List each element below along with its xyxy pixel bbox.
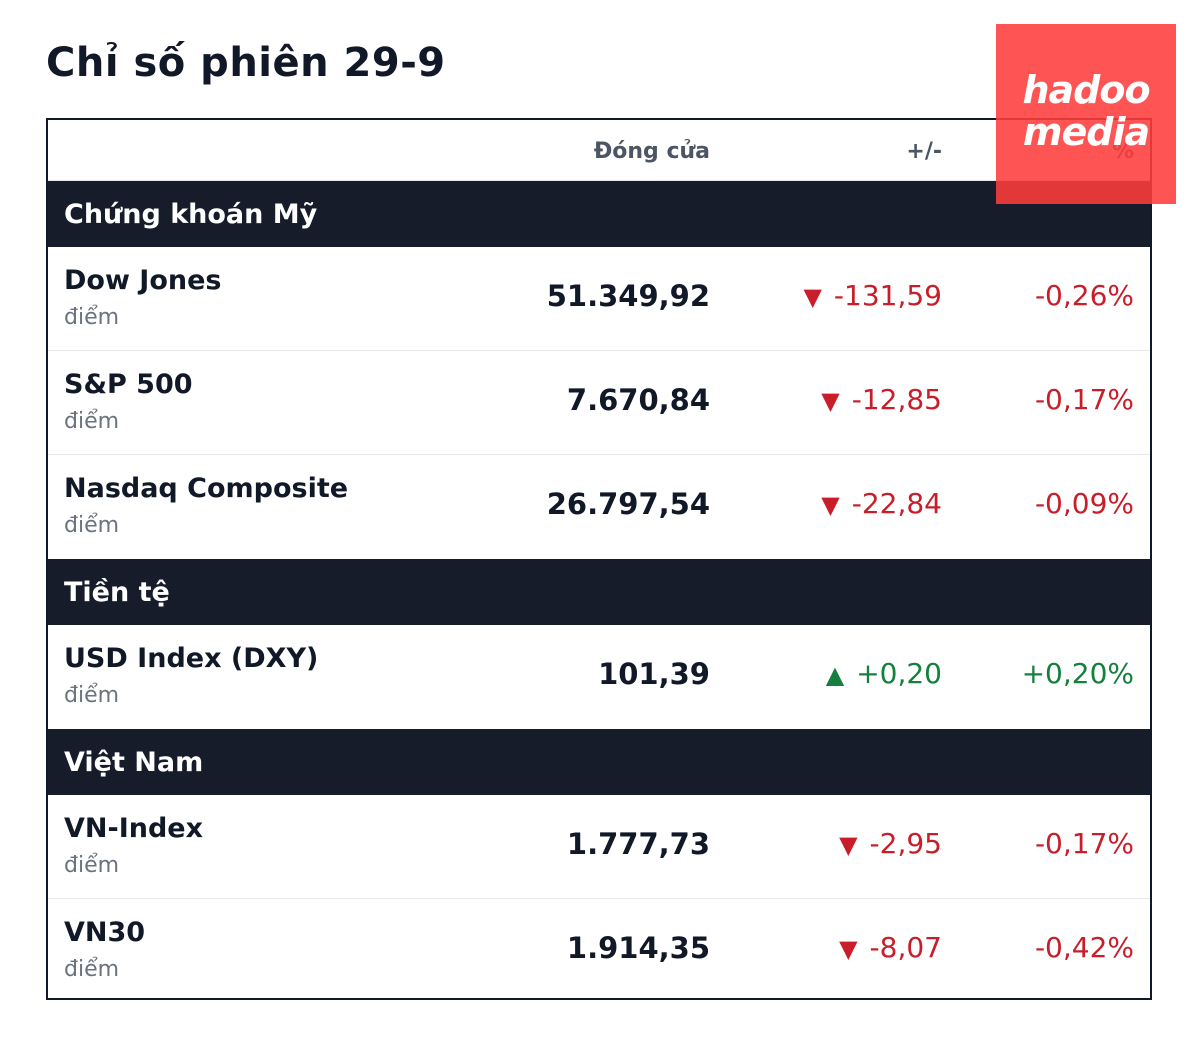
close-value: 101,39 <box>598 657 710 691</box>
index-name: Nasdaq Composite <box>64 473 349 504</box>
pct-value: +0,20% <box>1021 657 1134 690</box>
header-change: +/- <box>906 139 942 164</box>
change-number: -12,85 <box>851 383 942 416</box>
change-value: ▼ -12,85 <box>821 383 942 416</box>
close-value: 1.914,35 <box>566 931 710 965</box>
change-number: +0,20 <box>856 657 942 690</box>
section-label: Việt Nam <box>64 747 204 778</box>
close-value: 26.797,54 <box>546 487 710 521</box>
change-value: ▲ +0,20 <box>826 657 942 690</box>
close-value: 51.349,92 <box>546 279 710 313</box>
section-label: Tiền tệ <box>64 577 170 608</box>
close-value: 1.777,73 <box>566 827 710 861</box>
down-arrow-icon: ▼ <box>803 283 822 311</box>
logo-line1: hadoo <box>1022 68 1150 112</box>
index-unit: điểm <box>64 853 120 878</box>
index-name: Dow Jones <box>64 265 222 296</box>
pct-value: -0,42% <box>1034 931 1134 964</box>
change-value: ▼ -131,59 <box>803 279 942 312</box>
change-value: ▼ -2,95 <box>839 827 942 860</box>
index-unit: điểm <box>64 957 120 982</box>
change-number: -8,07 <box>869 931 942 964</box>
change-number: -22,84 <box>851 487 942 520</box>
table-row: USD Index (DXY) điểm 101,39 ▲ +0,20 +0,20… <box>48 625 1150 729</box>
close-value: 7.670,84 <box>566 383 710 417</box>
header-close: Đóng cửa <box>593 139 710 164</box>
down-arrow-icon: ▼ <box>839 831 858 859</box>
section-vietnam: Việt Nam <box>48 729 1150 795</box>
index-table: Đóng cửa +/- % Chứng khoán Mỹ Dow Jones … <box>46 118 1152 1000</box>
index-name: USD Index (DXY) <box>64 643 319 674</box>
index-unit: điểm <box>64 683 120 708</box>
page-title: Chỉ số phiên 29-9 <box>46 40 446 86</box>
index-name: VN-Index <box>64 813 204 844</box>
section-currency: Tiền tệ <box>48 559 1150 625</box>
pct-value: -0,17% <box>1034 827 1134 860</box>
pct-value: -0,09% <box>1034 487 1134 520</box>
change-number: -2,95 <box>869 827 942 860</box>
table-header: Đóng cửa +/- % <box>48 120 1150 181</box>
down-arrow-icon: ▼ <box>839 935 858 963</box>
index-name: VN30 <box>64 917 146 948</box>
hadoo-media-logo: hadoo media <box>996 24 1176 204</box>
logo-line2: media <box>1022 110 1150 154</box>
change-number: -131,59 <box>833 279 942 312</box>
section-label: Chứng khoán Mỹ <box>64 199 318 230</box>
section-us-stocks: Chứng khoán Mỹ <box>48 181 1150 247</box>
table-row: Nasdaq Composite điểm 26.797,54 ▼ -22,84 … <box>48 455 1150 559</box>
table-row: VN-Index điểm 1.777,73 ▼ -2,95 -0,17% <box>48 795 1150 899</box>
pct-value: -0,17% <box>1034 383 1134 416</box>
pct-value: -0,26% <box>1034 279 1134 312</box>
index-name: S&P 500 <box>64 369 193 400</box>
index-unit: điểm <box>64 409 120 434</box>
change-value: ▼ -22,84 <box>821 487 942 520</box>
table-row: VN30 điểm 1.914,35 ▼ -8,07 -0,42% <box>48 899 1150 1003</box>
index-unit: điểm <box>64 305 120 330</box>
change-value: ▼ -8,07 <box>839 931 942 964</box>
down-arrow-icon: ▼ <box>821 491 840 519</box>
index-unit: điểm <box>64 513 120 538</box>
table-row: S&P 500 điểm 7.670,84 ▼ -12,85 -0,17% <box>48 351 1150 455</box>
table-row: Dow Jones điểm 51.349,92 ▼ -131,59 -0,26% <box>48 247 1150 351</box>
down-arrow-icon: ▼ <box>821 387 840 415</box>
up-arrow-icon: ▲ <box>825 661 845 689</box>
